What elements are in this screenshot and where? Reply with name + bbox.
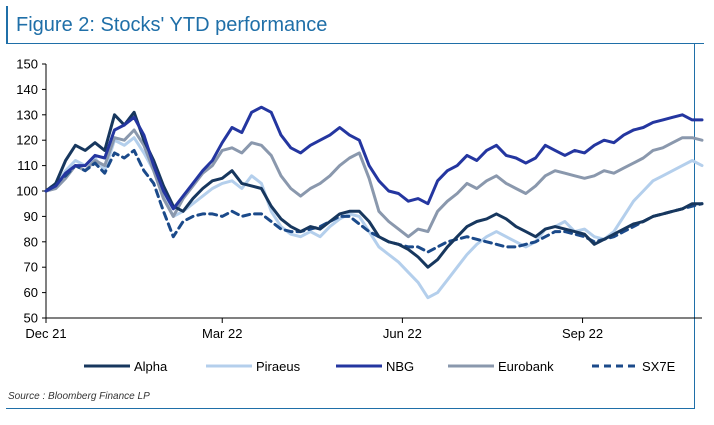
frame-right-rule: [694, 44, 695, 408]
title-bar: Figure 2: Stocks' YTD performance: [6, 6, 704, 44]
series-line-eurobank: [44, 128, 704, 239]
series-line-piraeus: [44, 136, 704, 300]
legend-label-piraeus: Piraeus: [256, 359, 301, 374]
frame-bottom-rule: [6, 408, 695, 409]
y-tick-label: 150: [16, 57, 38, 72]
x-tick-label: Jun 22: [383, 326, 422, 341]
y-tick-label: 130: [16, 107, 38, 122]
x-tick-label: Mar 22: [202, 326, 242, 341]
legend-label-alpha: Alpha: [134, 359, 168, 374]
y-tick-label: 80: [24, 234, 38, 249]
y-tick-label: 140: [16, 82, 38, 97]
legend-label-eurobank: Eurobank: [498, 359, 554, 374]
x-tick-label: Sep 22: [562, 326, 603, 341]
y-tick-label: 110: [17, 158, 38, 173]
legend-label-sx7e: SX7E: [642, 359, 676, 374]
source-note: Source : Bloomberg Finance LP: [8, 391, 150, 402]
x-tick-label: Dec 21: [25, 326, 66, 341]
y-tick-label: 90: [24, 209, 38, 224]
series-line-alpha: [44, 110, 704, 269]
y-tick-label: 70: [24, 260, 38, 275]
series-line-nbg: [44, 105, 704, 211]
legend-label-nbg: NBG: [386, 359, 414, 374]
figure-title: Figure 2: Stocks' YTD performance: [16, 14, 328, 36]
y-tick-label: 120: [16, 133, 38, 148]
title-rule: [8, 43, 704, 44]
y-tick-label: 60: [24, 285, 38, 300]
y-tick-label: 50: [24, 311, 38, 326]
y-tick-label: 100: [16, 184, 38, 199]
